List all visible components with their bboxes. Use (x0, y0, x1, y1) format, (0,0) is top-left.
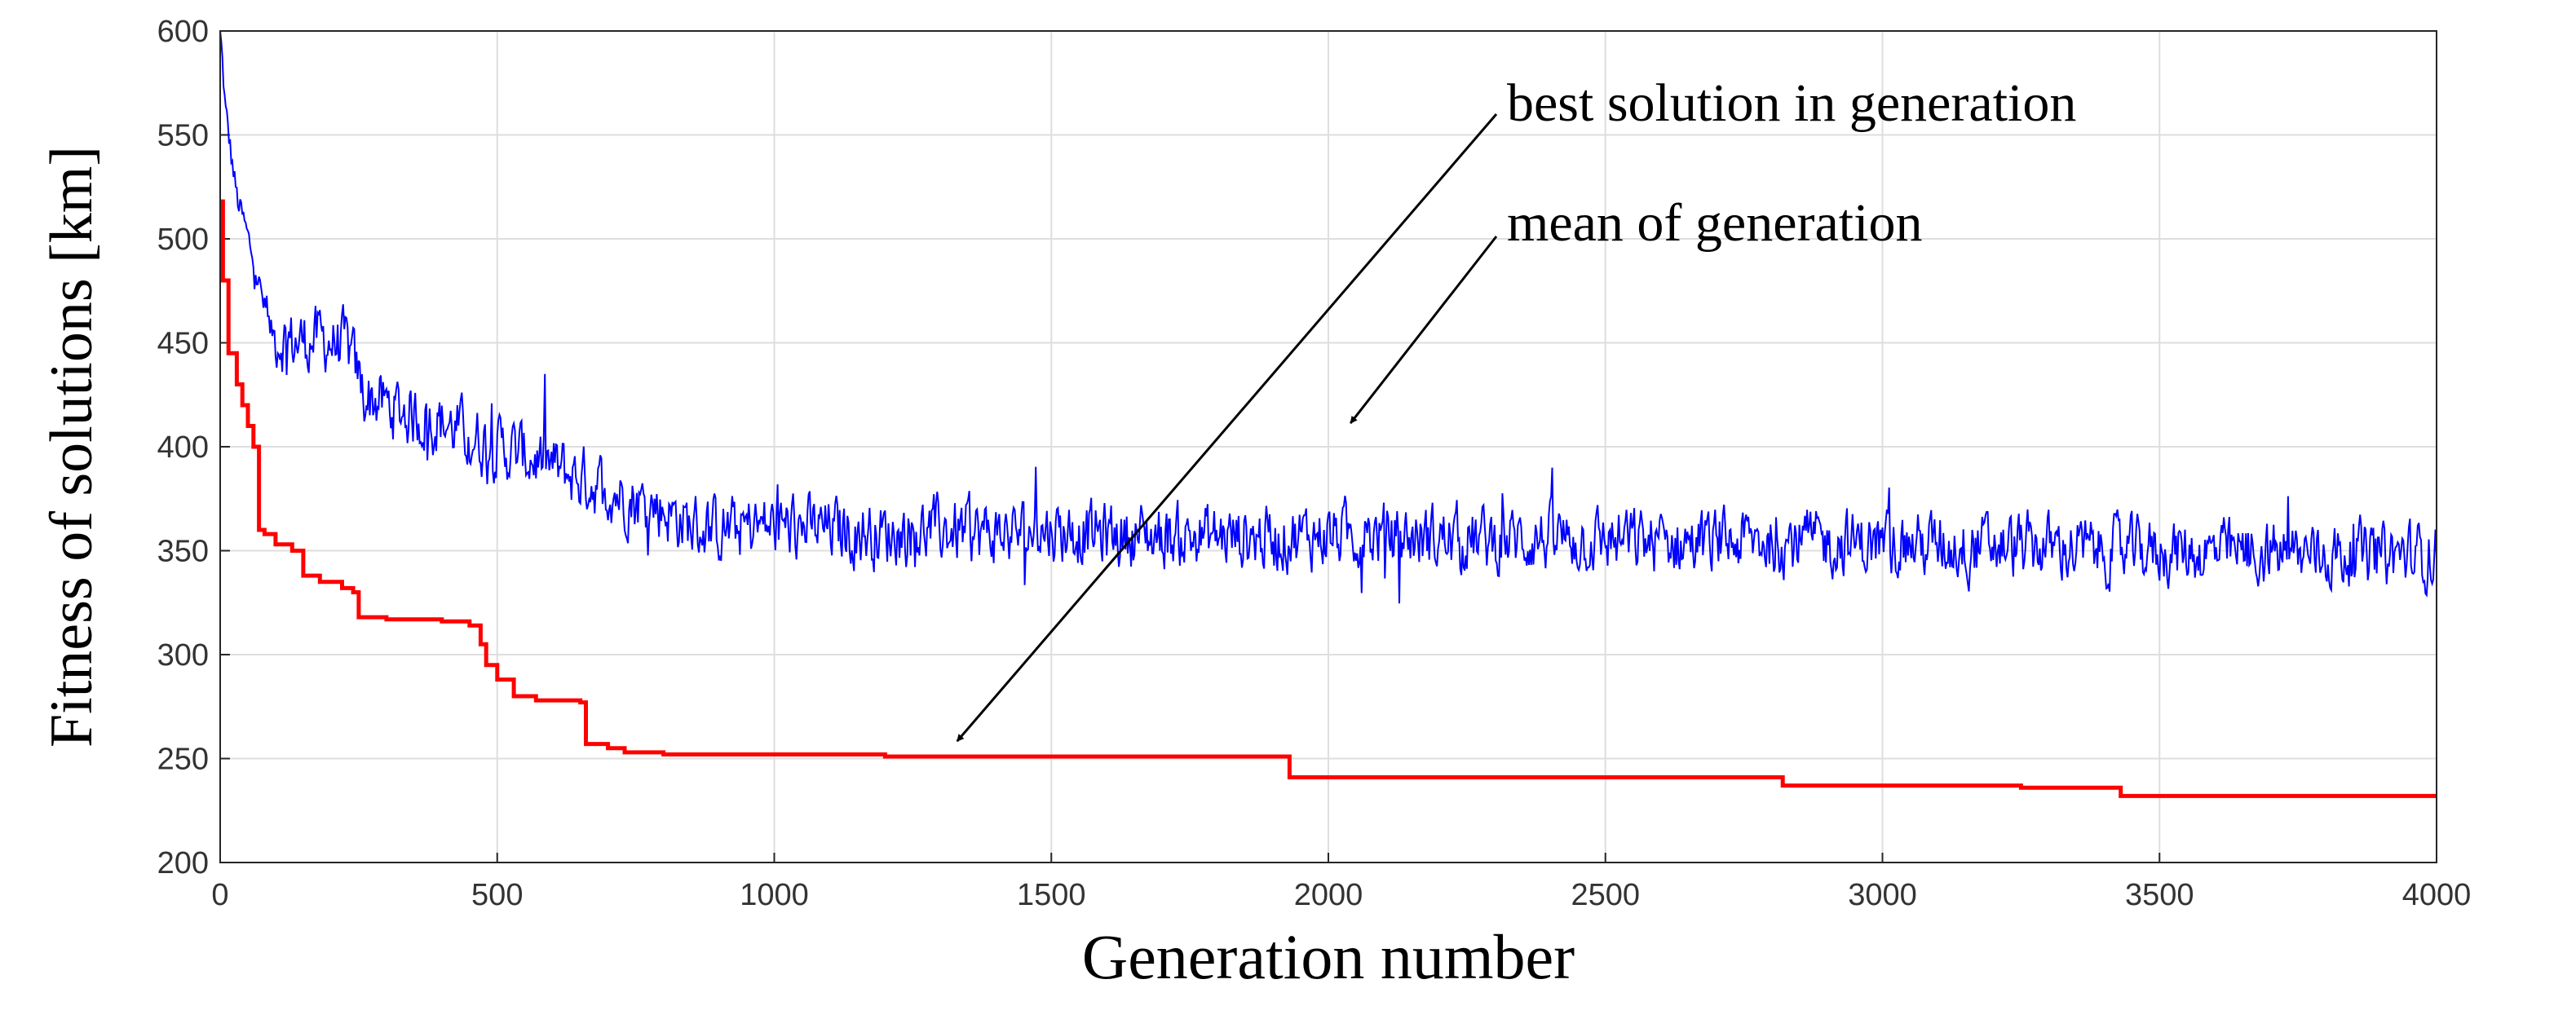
grid-lines (219, 30, 2437, 863)
y-tick-label: 400 (157, 430, 209, 465)
y-tick-label: 550 (157, 119, 209, 153)
y-tick-label: 200 (157, 846, 209, 880)
x-tick-label: 3000 (1848, 878, 1917, 912)
y-tick-label: 300 (157, 638, 209, 673)
annotation-mean: mean of generation (1507, 193, 1922, 253)
x-tick-label: 3500 (2125, 878, 2194, 912)
axis-ticks: 0 500 1000 1500 2000 2500 3000 3500 4000 200 250 30… (157, 15, 2472, 912)
y-axis-title: Fitness of solutions [km] (38, 146, 105, 748)
series-lines (219, 30, 2437, 798)
y-tick-label: 450 (157, 327, 209, 361)
y-tick-label: 500 (157, 223, 209, 257)
plot-frame (219, 30, 2437, 863)
x-tick-label: 4000 (2402, 878, 2472, 912)
x-tick-label: 1500 (1017, 878, 1086, 912)
series-line-best-solution (220, 199, 2437, 798)
annotation-arrow-best (956, 113, 1498, 743)
x-tick-label: 0 (211, 878, 228, 912)
x-tick-label: 2500 (1571, 878, 1640, 912)
x-tick-label: 1000 (740, 878, 809, 912)
y-tick-label: 350 (157, 535, 209, 569)
x-axis-title: Generation number (1082, 921, 1575, 992)
annotation-best-solution: best solution in generation (1507, 73, 2076, 133)
y-tick-label: 250 (157, 743, 209, 777)
y-tick-label: 600 (157, 15, 209, 49)
x-tick-label: 2000 (1294, 878, 1363, 912)
series-line-mean (219, 30, 2437, 604)
x-tick-label: 500 (471, 878, 523, 912)
annotation-arrow-mean (1349, 236, 1498, 424)
